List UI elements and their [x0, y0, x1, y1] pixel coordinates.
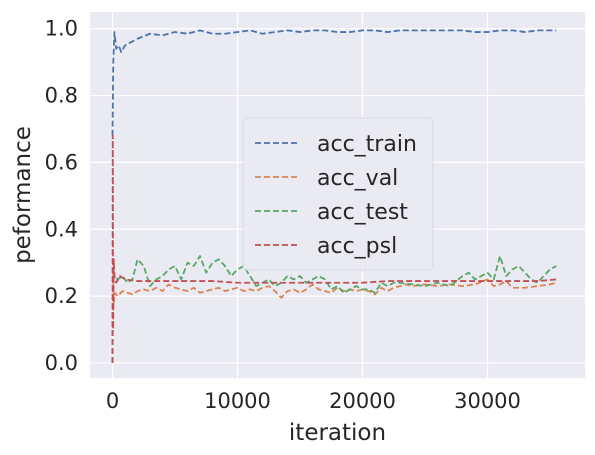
y-tick-label: 0.8 — [45, 84, 78, 108]
legend-label-acc-val: acc_val — [317, 166, 398, 191]
legend: acc_train acc_val acc_test acc_psl — [242, 117, 434, 271]
series-line-acc-psl — [111, 134, 557, 363]
tick-labels: 0 10000 20000 30000 0.0 0.2 0.4 0.6 0.8 1.0 — [45, 17, 521, 413]
y-tick-label: 0.0 — [45, 351, 78, 375]
y-tick-label: 0.2 — [45, 284, 78, 308]
x-tick-label: 10000 — [204, 389, 271, 413]
x-axis-label: iteration — [289, 420, 386, 446]
legend-box — [242, 117, 434, 271]
series-line-acc-test — [111, 255, 557, 363]
series-lines — [111, 29, 557, 363]
y-tick-label: 0.4 — [45, 217, 78, 241]
series-line-acc-val — [111, 268, 557, 363]
y-axis-label: peformance — [10, 126, 36, 264]
series-line-acc-train — [111, 29, 557, 136]
x-tick-label: 20000 — [329, 389, 396, 413]
x-tick-label: 0 — [106, 389, 119, 413]
y-tick-label: 0.6 — [45, 150, 78, 174]
legend-label-acc-psl: acc_psl — [317, 234, 397, 259]
legend-label-acc-train: acc_train — [317, 132, 417, 157]
y-tick-label: 1.0 — [45, 17, 78, 41]
legend-label-acc-test: acc_test — [317, 200, 408, 225]
x-tick-label: 30000 — [454, 389, 521, 413]
